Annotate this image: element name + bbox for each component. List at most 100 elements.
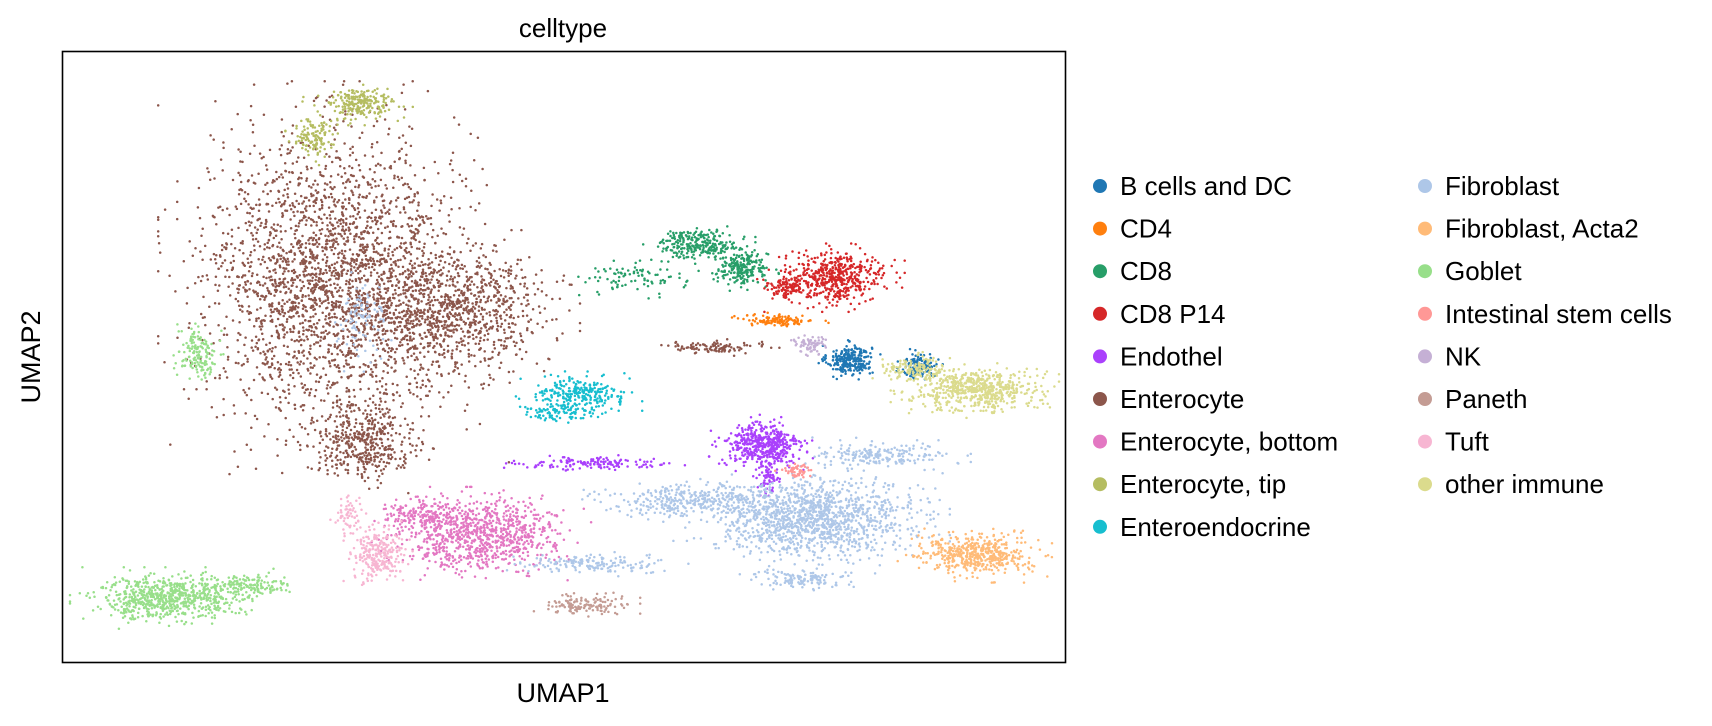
data-point [323,182,327,185]
data-point [812,305,815,309]
data-point [323,253,327,256]
data-point [865,259,869,263]
data-point [442,396,445,399]
data-point [347,226,350,229]
data-point [284,169,287,173]
data-point [858,352,862,355]
data-point [329,174,333,178]
data-point [750,322,753,325]
data-point [348,278,352,281]
data-point [331,227,335,231]
data-point [419,386,423,389]
data-point [268,303,271,306]
data-point [415,218,418,221]
data-point [292,210,295,214]
data-point [813,261,817,264]
data-point [265,356,268,359]
data-point [223,327,226,330]
data-point [713,440,717,443]
data-point [313,242,317,246]
data-point [340,249,344,252]
data-point [846,353,850,357]
data-point [716,280,719,283]
data-point [772,475,775,478]
data-point [266,360,269,364]
data-point [834,268,837,271]
data-point [462,227,466,230]
data-point [282,336,286,339]
data-point [689,245,692,249]
data-point [330,300,334,304]
data-point [686,247,689,251]
data-point [335,316,338,319]
data-point [321,272,325,276]
data-point [293,407,297,411]
data-point [296,311,299,315]
data-point [900,286,904,289]
data-point [311,254,314,258]
data-point [868,267,872,271]
data-point [240,364,244,367]
data-point [266,392,270,396]
data-point [255,341,259,345]
data-point [299,194,303,198]
data-point [283,270,286,273]
data-point [387,254,390,258]
data-point [730,261,734,264]
data-point [374,374,378,378]
data-point [268,341,272,345]
data-point [782,277,785,281]
data-point [735,254,739,257]
data-point [851,374,854,377]
data-point [790,287,794,291]
data-point [877,261,880,264]
data-point [421,406,424,409]
data-point [249,250,253,254]
data-point [381,193,384,196]
data-point [334,217,337,220]
data-point [315,224,318,227]
data-point [492,340,496,344]
data-point [762,444,766,447]
data-point [842,256,846,259]
data-point [314,285,318,289]
data-point [726,225,729,228]
data-point [793,278,797,282]
data-point [407,250,411,254]
data-point [333,363,337,367]
data-point [283,302,286,306]
data-point [358,264,361,267]
data-point [287,360,291,364]
data-point [353,206,356,210]
data-point [823,286,827,289]
data-point [693,262,697,266]
data-point [267,422,270,426]
data-point [773,432,776,435]
data-point [291,300,294,304]
data-point [729,271,733,275]
data-point [247,179,250,182]
data-point [350,306,353,309]
data-point [278,310,281,313]
data-point [776,321,779,324]
data-point [251,234,255,237]
data-point [775,468,779,471]
data-point [287,363,290,367]
data-point [347,293,351,296]
data-point [362,373,366,376]
data-point [332,252,336,256]
data-point [287,392,291,395]
data-point [324,318,327,321]
data-point [267,256,271,260]
data-point [252,244,256,247]
data-point [769,462,773,466]
data-point [786,319,789,323]
data-point [737,272,740,275]
data-point [582,461,586,464]
data-point [779,431,782,435]
data-point [366,216,369,220]
data-point [363,154,367,157]
data-point [378,391,382,394]
data-point [418,351,422,354]
